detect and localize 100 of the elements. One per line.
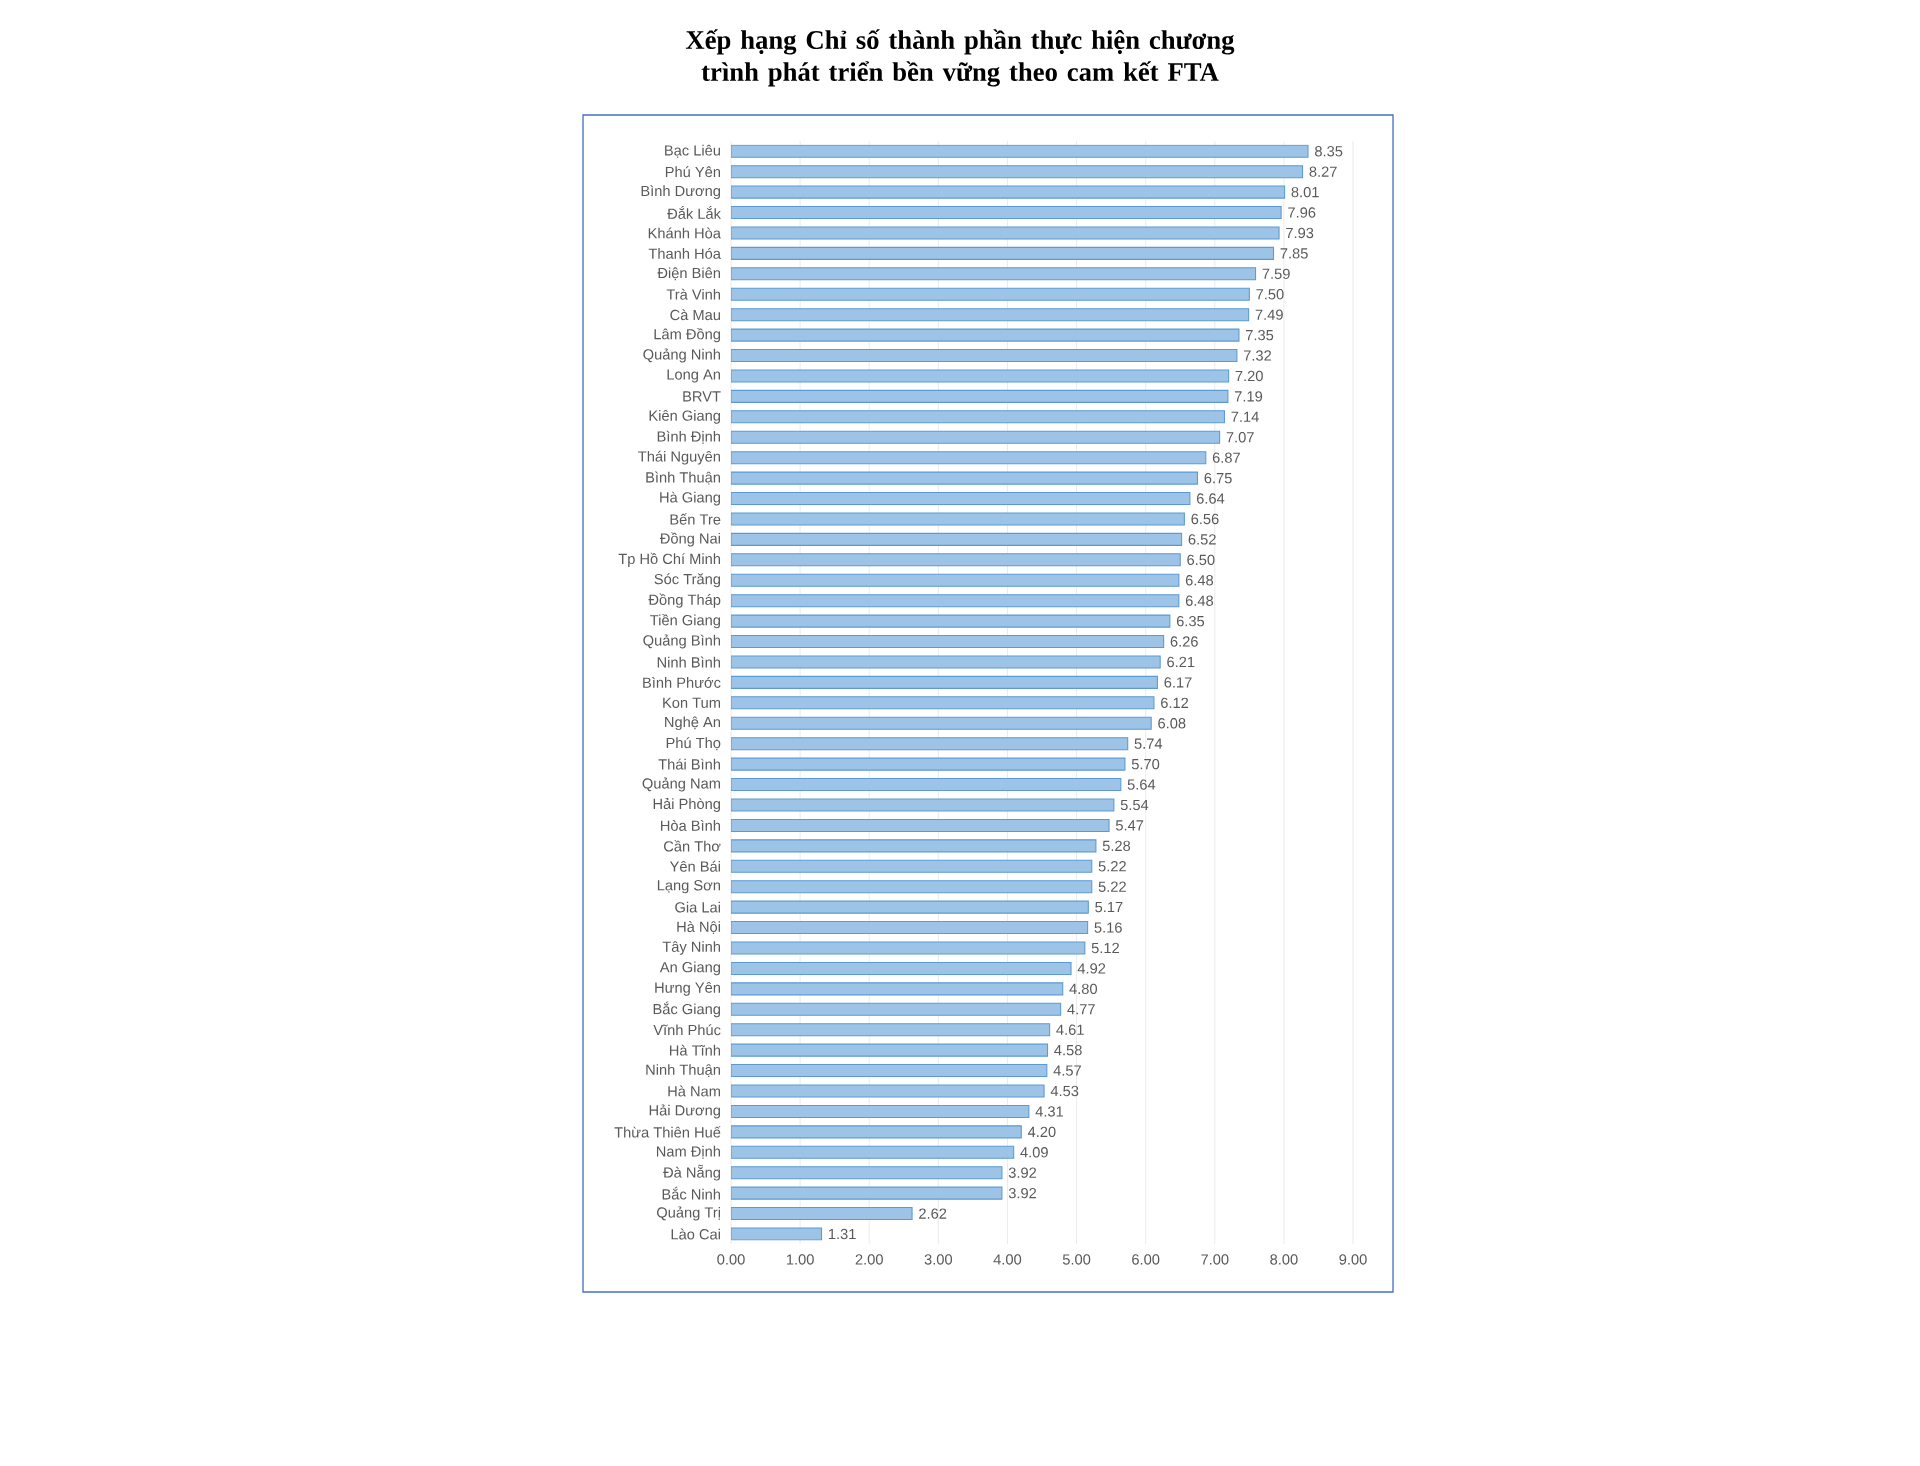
y-tick-label: Hải Phòng (653, 798, 720, 812)
x-tick-label: 7.00 (1201, 1254, 1229, 1265)
bar (731, 512, 1185, 526)
bar (731, 880, 1093, 894)
bar (731, 165, 1304, 179)
data-label: 5.64 (1127, 779, 1156, 790)
data-label: 4.31 (1035, 1106, 1064, 1117)
y-tick-label: Khánh Hòa (648, 227, 721, 239)
bar (731, 267, 1257, 281)
y-tick-label: Quảng Ninh (643, 348, 720, 363)
bar (731, 410, 1225, 424)
bar (731, 1227, 823, 1241)
bar (731, 185, 1286, 199)
bar (731, 1125, 1022, 1139)
x-tick-label: 1.00 (786, 1254, 814, 1265)
data-label: 5.12 (1091, 942, 1119, 954)
data-label: 6.21 (1167, 656, 1195, 668)
data-label: 7.19 (1234, 391, 1263, 402)
data-label: 6.87 (1212, 452, 1240, 463)
bar (731, 737, 1129, 751)
data-label: 5.54 (1120, 799, 1149, 811)
bar (731, 1043, 1049, 1057)
bar (731, 655, 1161, 669)
data-label: 1.31 (828, 1228, 856, 1240)
x-tick-label: 2.00 (855, 1254, 883, 1265)
data-label: 5.22 (1098, 861, 1126, 872)
data-label: 4.53 (1050, 1085, 1079, 1097)
data-label: 4.57 (1053, 1065, 1081, 1076)
x-tick-label: 3.00 (924, 1254, 953, 1265)
y-tick-label: Đắk Lắk (667, 206, 721, 219)
y-tick-label: Thái Nguyên (638, 450, 720, 465)
bar (731, 573, 1180, 587)
y-tick-label: Kon Tum (663, 697, 720, 708)
bar (731, 594, 1180, 608)
y-tick-label: BRVT (683, 391, 721, 402)
x-tick-label: 9.00 (1339, 1254, 1367, 1265)
bar (731, 144, 1309, 158)
data-label: 6.17 (1164, 677, 1192, 688)
data-label: 6.52 (1188, 534, 1216, 545)
bar (731, 308, 1250, 322)
y-tick-label: Long An (667, 369, 720, 383)
y-tick-label: Nghệ An (665, 716, 720, 731)
bar (731, 635, 1165, 649)
y-tick-label: Bình Thuận (646, 471, 720, 485)
data-label: 7.85 (1280, 248, 1308, 259)
bar (731, 205, 1282, 220)
y-tick-label: Quảng Bình (643, 634, 720, 649)
y-tick-label: Phú Thọ (666, 737, 721, 751)
data-label: 5.70 (1131, 758, 1160, 770)
x-tick-label: 0.00 (717, 1254, 745, 1265)
y-tick-label: Sóc Trăng (654, 573, 721, 588)
bar (731, 859, 1093, 873)
y-tick-label: Thanh Hóa (648, 247, 721, 259)
bar (731, 900, 1089, 914)
data-label: 8.27 (1309, 166, 1337, 177)
bar (731, 696, 1155, 710)
data-label: 6.35 (1176, 615, 1205, 627)
y-tick-label: Trà Vinh (666, 288, 720, 300)
bar (731, 348, 1238, 363)
bar (731, 553, 1181, 567)
y-tick-label: Bình Phước (643, 676, 721, 688)
bar (731, 1064, 1048, 1078)
bar (731, 328, 1240, 342)
x-tick-label: 5.00 (1062, 1254, 1091, 1265)
y-tick-label: Bến Tre (670, 513, 721, 525)
bar (731, 798, 1115, 812)
y-tick-label: Hòa Bình (661, 819, 720, 831)
x-tick-label: 6.00 (1132, 1254, 1160, 1265)
y-tick-label: Ninh Bình (657, 656, 720, 668)
data-label: 3.92 (1008, 1187, 1037, 1199)
data-label: 5.47 (1115, 820, 1144, 831)
bar (731, 675, 1158, 689)
bar (731, 471, 1199, 485)
y-tick-label: Hải Dương (649, 1104, 720, 1119)
bar (731, 1084, 1045, 1098)
data-label: 6.56 (1191, 513, 1219, 525)
data-label: 5.16 (1094, 922, 1122, 933)
bar (731, 451, 1207, 465)
data-label: 3.92 (1008, 1167, 1037, 1178)
bar (731, 982, 1064, 996)
y-tick-label: Thừa Thiên Huế (614, 1126, 721, 1138)
data-label: 4.09 (1020, 1147, 1048, 1158)
bar (731, 369, 1230, 383)
y-tick-label: Tiền Giang (650, 613, 720, 629)
data-label: 7.49 (1255, 309, 1283, 320)
data-label: 7.96 (1288, 207, 1316, 218)
data-label: 4.20 (1027, 1126, 1056, 1138)
y-tick-label: Hà Nội (677, 921, 720, 935)
data-label: 5.22 (1098, 881, 1126, 892)
y-tick-label: Kiên Giang (649, 409, 720, 424)
y-tick-label: Vĩnh Phúc (653, 1024, 721, 1036)
data-label: 6.64 (1196, 493, 1225, 504)
y-tick-label: Lâm Đồng (654, 327, 720, 343)
y-tick-label: Bạc Liêu (665, 144, 720, 158)
y-tick-label: Lạng Sơn (657, 880, 720, 894)
bar (731, 818, 1110, 832)
data-label: 8.01 (1291, 186, 1319, 198)
bar (731, 961, 1072, 975)
x-tick-label: 4.00 (993, 1254, 1022, 1265)
data-label: 6.08 (1158, 718, 1186, 729)
